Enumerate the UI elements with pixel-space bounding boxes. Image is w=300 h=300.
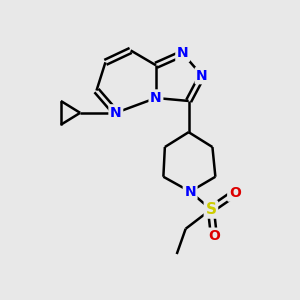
Text: S: S xyxy=(206,202,216,217)
Text: N: N xyxy=(177,46,188,60)
Text: N: N xyxy=(184,184,196,199)
Text: O: O xyxy=(208,229,220,243)
Text: N: N xyxy=(150,91,162,105)
Text: O: O xyxy=(229,186,241,200)
Text: N: N xyxy=(196,69,208,83)
Text: N: N xyxy=(110,106,122,120)
